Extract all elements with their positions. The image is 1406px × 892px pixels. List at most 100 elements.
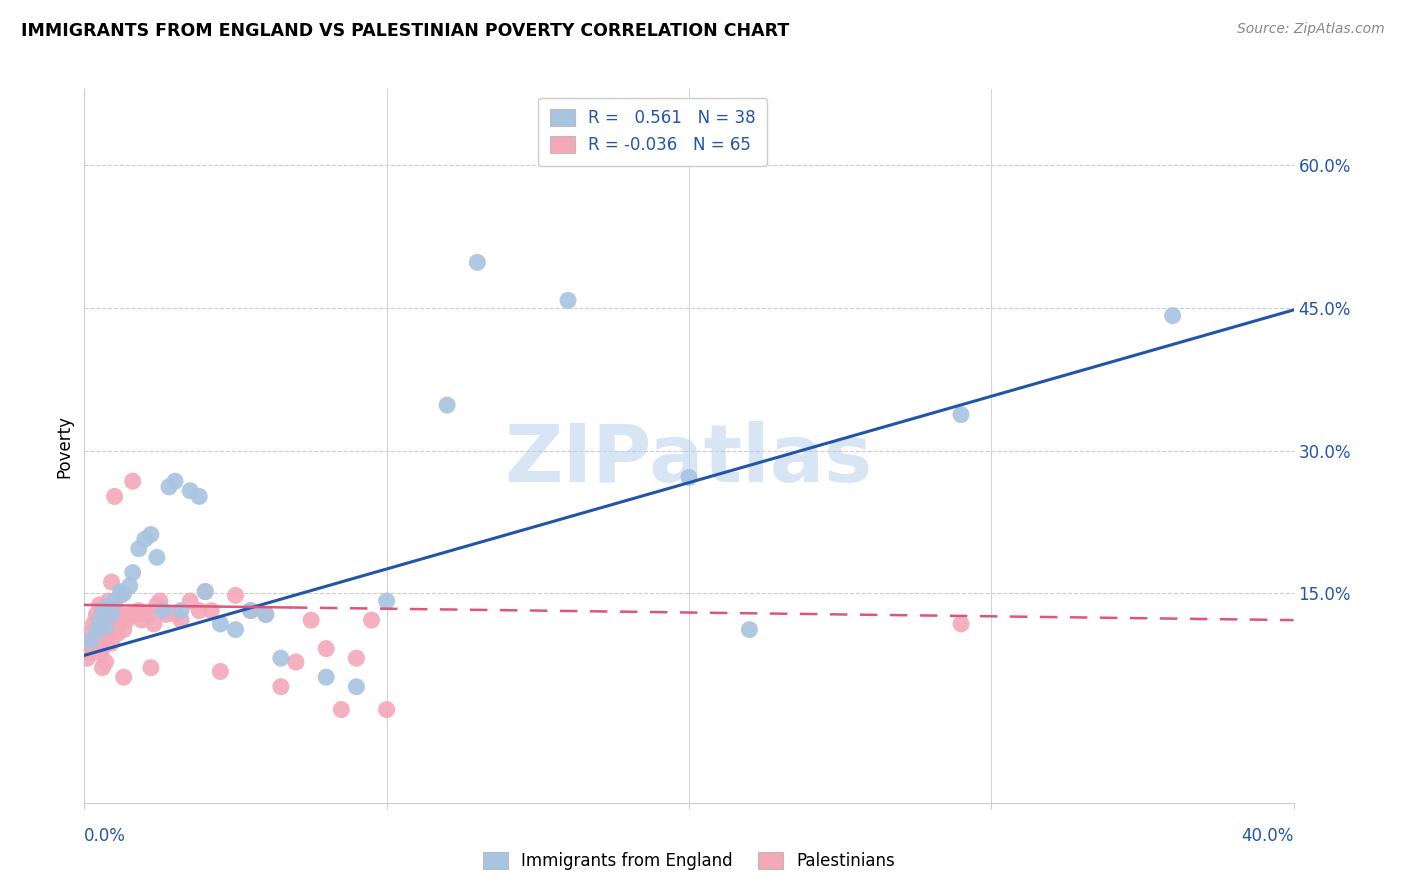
Point: [100, 616, 122, 631]
Point: [97, 599, 120, 613]
Point: [91, 604, 114, 618]
Point: [146, 550, 169, 565]
Point: [110, 584, 132, 599]
Point: [91, 604, 114, 618]
Point: [170, 604, 193, 618]
Point: [94, 620, 117, 634]
Point: [104, 604, 127, 618]
Text: IMMIGRANTS FROM ENGLAND VS PALESTINIAN POVERTY CORRELATION CHART: IMMIGRANTS FROM ENGLAND VS PALESTINIAN P…: [21, 22, 789, 40]
Point: [738, 623, 761, 637]
Point: [128, 604, 150, 618]
Point: [112, 670, 135, 684]
Point: [97, 632, 120, 647]
Point: [91, 641, 114, 656]
Text: Source: ZipAtlas.com: Source: ZipAtlas.com: [1237, 22, 1385, 37]
Point: [194, 584, 217, 599]
Point: [134, 533, 156, 547]
Point: [86, 607, 108, 622]
Point: [467, 255, 489, 269]
Point: [152, 604, 174, 618]
Point: [110, 607, 132, 622]
Point: [86, 623, 108, 637]
Point: [131, 613, 153, 627]
Point: [270, 680, 292, 694]
Point: [360, 613, 382, 627]
Point: [155, 607, 177, 622]
Point: [209, 665, 232, 679]
Point: [100, 607, 122, 622]
Point: [121, 474, 143, 488]
Point: [557, 293, 579, 308]
Point: [139, 527, 162, 541]
Point: [157, 480, 180, 494]
Point: [299, 613, 322, 627]
Point: [285, 655, 308, 669]
Point: [112, 623, 135, 637]
Point: [346, 680, 368, 694]
Point: [112, 586, 135, 600]
Point: [82, 641, 104, 656]
Point: [254, 607, 277, 622]
Point: [165, 474, 187, 488]
Point: [86, 624, 108, 639]
Point: [100, 575, 122, 590]
Point: [146, 598, 169, 612]
Point: [188, 604, 211, 618]
Point: [188, 490, 211, 504]
Point: [94, 626, 117, 640]
Point: [225, 623, 247, 637]
Point: [375, 702, 398, 716]
Point: [86, 636, 108, 650]
Point: [194, 584, 217, 599]
Point: [254, 607, 277, 622]
Point: [179, 483, 201, 498]
Text: ZIPatlas: ZIPatlas: [505, 421, 873, 500]
Point: [97, 594, 120, 608]
Point: [104, 623, 127, 637]
Point: [79, 645, 101, 659]
Point: [346, 651, 368, 665]
Point: [270, 651, 292, 665]
Point: [89, 598, 111, 612]
Y-axis label: Poverty: Poverty: [55, 415, 73, 477]
Point: [239, 604, 262, 618]
Point: [100, 636, 122, 650]
Point: [225, 588, 247, 602]
Point: [91, 661, 114, 675]
Point: [950, 408, 973, 422]
Point: [315, 670, 337, 684]
Point: [89, 613, 111, 627]
Point: [94, 655, 117, 669]
Point: [165, 607, 187, 622]
Point: [330, 702, 353, 716]
Point: [678, 470, 700, 484]
Point: [170, 613, 193, 627]
Point: [139, 661, 162, 675]
Text: 0.0%: 0.0%: [84, 827, 127, 845]
Point: [104, 490, 127, 504]
Point: [315, 641, 337, 656]
Point: [375, 594, 398, 608]
Point: [200, 604, 222, 618]
Legend: Immigrants from England, Palestinians: Immigrants from England, Palestinians: [472, 842, 905, 880]
Point: [79, 626, 101, 640]
Point: [107, 626, 129, 640]
Point: [142, 616, 165, 631]
Point: [118, 607, 141, 622]
Point: [89, 645, 111, 659]
Point: [110, 588, 132, 602]
Point: [239, 604, 262, 618]
Point: [1161, 309, 1184, 323]
Point: [125, 607, 148, 622]
Point: [82, 632, 104, 647]
Point: [97, 613, 120, 627]
Point: [104, 594, 127, 608]
Point: [91, 623, 114, 637]
Point: [118, 579, 141, 593]
Point: [82, 616, 104, 631]
Text: 40.0%: 40.0%: [1241, 827, 1294, 845]
Point: [79, 634, 101, 648]
Point: [149, 594, 172, 608]
Point: [209, 616, 232, 631]
Point: [134, 607, 156, 622]
